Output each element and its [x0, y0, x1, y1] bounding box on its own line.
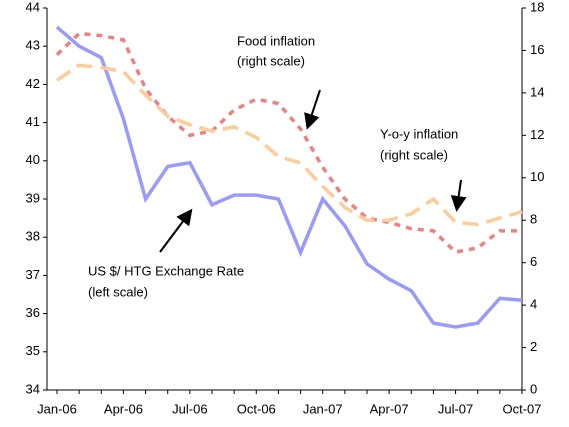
- y-tick-label: 41: [26, 114, 40, 129]
- series-line: [55, 25, 523, 329]
- y2-tick-label: 4: [530, 297, 537, 312]
- arrow: [304, 89, 321, 130]
- y2-tick-label: 2: [530, 339, 537, 354]
- x-tick-label: Jul-07: [438, 401, 473, 416]
- y2-tick-label: 14: [530, 84, 544, 99]
- x-tick-label: Apr-06: [104, 401, 143, 416]
- y2-tick-label: 18: [530, 0, 544, 14]
- y-tick-label: 37: [26, 267, 40, 282]
- annotation: (left scale): [88, 284, 148, 299]
- y-tick-label: 39: [26, 190, 40, 205]
- annotation: US $/ HTG Exchange Rate: [88, 263, 244, 278]
- arrow: [159, 208, 193, 253]
- x-tick-label: Jan-06: [37, 401, 77, 416]
- y2-tick-label: 16: [530, 42, 544, 57]
- y-tick-label: 36: [26, 305, 40, 320]
- annotation: Food inflation: [237, 33, 315, 48]
- x-tick-label: Apr-07: [370, 401, 409, 416]
- y2-tick-label: 8: [530, 212, 537, 227]
- x-tick-label: Jul-06: [172, 401, 207, 416]
- annotation: Y-o-y inflation: [380, 126, 458, 141]
- y-tick-label: 43: [26, 38, 40, 53]
- y-tick-label: 42: [26, 76, 40, 91]
- y-tick-label: 34: [26, 381, 40, 396]
- arrow: [450, 179, 467, 212]
- y-tick-label: 35: [26, 343, 40, 358]
- series-line: [56, 63, 523, 227]
- x-tick-label: Oct-07: [502, 401, 541, 416]
- y2-tick-label: 10: [530, 169, 544, 184]
- annotation: (right scale): [237, 53, 305, 68]
- x-tick-label: Jan-07: [303, 401, 343, 416]
- y2-tick-label: 6: [530, 254, 537, 269]
- annotation: (right scale): [380, 147, 448, 162]
- x-tick-label: Oct-06: [237, 401, 276, 416]
- y-tick-label: 38: [26, 229, 40, 244]
- y2-tick-label: 12: [530, 127, 544, 142]
- y-tick-label: 44: [26, 0, 40, 14]
- y2-tick-label: 0: [530, 381, 537, 396]
- y-tick-label: 40: [26, 152, 40, 167]
